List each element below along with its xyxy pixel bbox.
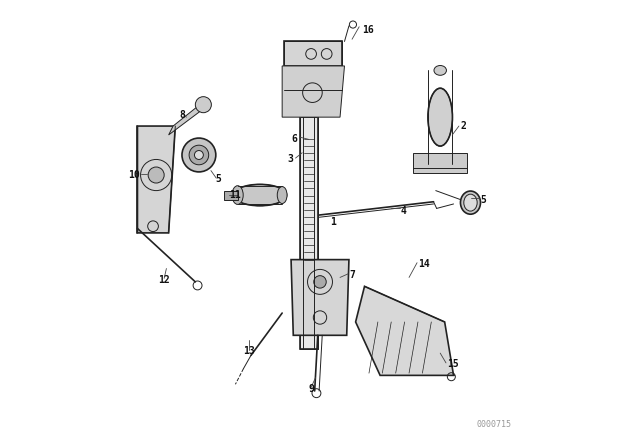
Bar	[224, 190, 237, 199]
Ellipse shape	[434, 65, 447, 75]
Circle shape	[195, 97, 211, 113]
Circle shape	[148, 167, 164, 183]
Text: 13: 13	[243, 346, 255, 356]
Text: 1: 1	[330, 217, 335, 227]
Text: 7: 7	[349, 270, 355, 280]
Text: 11: 11	[228, 190, 241, 200]
Circle shape	[189, 145, 209, 165]
Text: 15: 15	[447, 359, 459, 369]
Polygon shape	[168, 99, 207, 135]
Text: 5: 5	[480, 194, 486, 205]
Text: 0000715: 0000715	[476, 420, 511, 429]
Text: 8: 8	[180, 110, 186, 120]
Ellipse shape	[428, 88, 452, 146]
Text: 3: 3	[287, 155, 293, 164]
Text: 10: 10	[128, 170, 140, 180]
Text: 6: 6	[292, 134, 298, 144]
Text: 2: 2	[460, 121, 466, 131]
Circle shape	[314, 276, 326, 288]
Polygon shape	[291, 260, 349, 335]
Text: 9: 9	[308, 384, 314, 394]
Polygon shape	[356, 286, 454, 375]
Text: 14: 14	[418, 259, 429, 269]
Text: 12: 12	[158, 275, 170, 284]
Text: 16: 16	[362, 26, 374, 35]
Polygon shape	[282, 66, 344, 117]
Text: 5: 5	[216, 174, 221, 185]
Ellipse shape	[277, 187, 287, 203]
Polygon shape	[138, 126, 175, 233]
Ellipse shape	[232, 186, 243, 204]
Bar	[300, 117, 318, 349]
Bar	[300, 117, 318, 349]
Ellipse shape	[464, 194, 477, 211]
Circle shape	[195, 151, 204, 159]
Ellipse shape	[233, 185, 287, 206]
Bar	[284, 42, 342, 66]
Bar	[284, 42, 342, 66]
Circle shape	[182, 138, 216, 172]
Ellipse shape	[460, 191, 481, 214]
Text: 4: 4	[400, 206, 406, 215]
Bar	[413, 153, 467, 173]
